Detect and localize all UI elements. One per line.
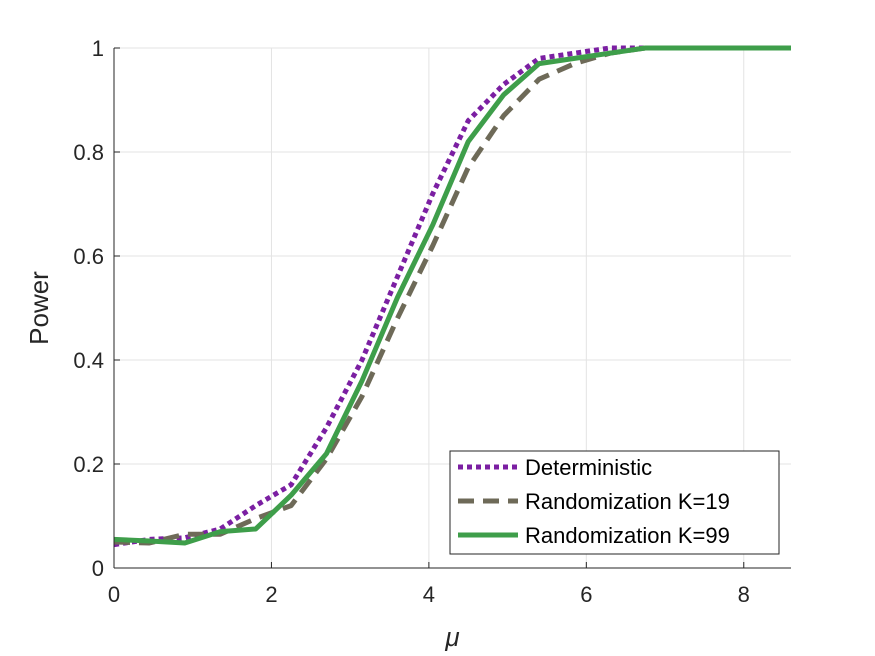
- x-axis-label: μ: [444, 622, 459, 652]
- x-tick-labels: 0 2 4 6 8: [108, 582, 750, 607]
- legend-label-1: Randomization K=19: [525, 489, 730, 514]
- x-tick-label-1: 2: [265, 582, 277, 607]
- y-tick-label-1: 0.2: [73, 452, 104, 477]
- y-tick-label-0: 0: [92, 556, 104, 581]
- y-tick-label-2: 0.4: [73, 348, 104, 373]
- legend-label-0: Deterministic: [525, 455, 652, 480]
- legend-label-2: Randomization K=99: [525, 523, 730, 548]
- x-tick-label-2: 4: [423, 582, 435, 607]
- series-line-2: [113, 45, 791, 546]
- y-tick-labels: 0 0.2 0.4 0.6 0.8 1: [73, 36, 104, 581]
- y-axis-label: Power: [24, 271, 54, 345]
- y-tick-label-3: 0.6: [73, 244, 104, 269]
- x-tick-label-4: 8: [738, 582, 750, 607]
- y-tick-label-4: 0.8: [73, 140, 104, 165]
- x-tick-label-3: 6: [580, 582, 592, 607]
- x-tick-label-0: 0: [108, 582, 120, 607]
- legend: Deterministic Randomization K=19 Randomiza…: [449, 450, 780, 555]
- axes: [113, 47, 791, 569]
- y-tick-label-5: 1: [92, 36, 104, 61]
- series-layer: [113, 45, 791, 548]
